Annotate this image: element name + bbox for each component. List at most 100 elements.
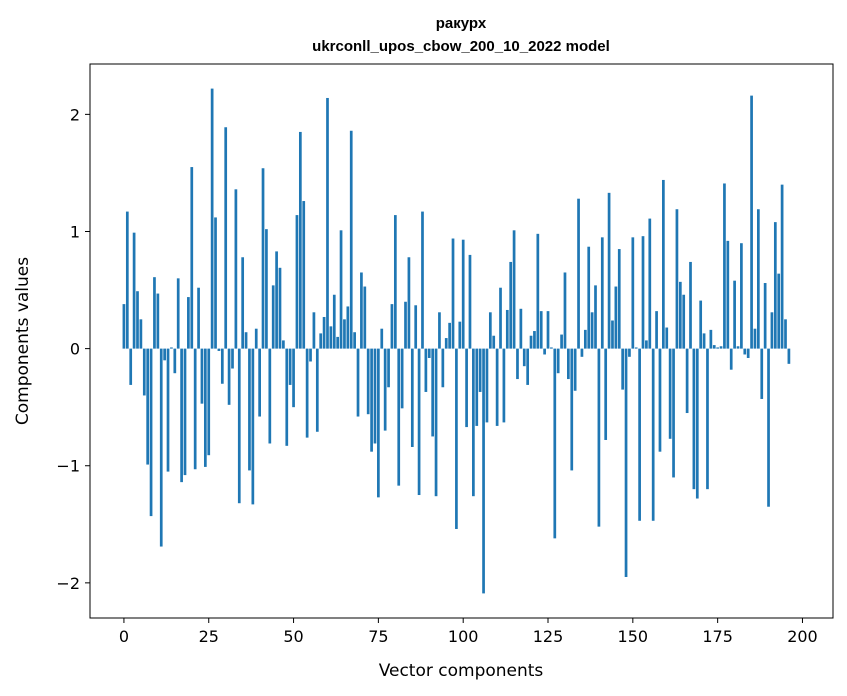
x-axis-label: Vector components xyxy=(379,661,544,681)
bar-160 xyxy=(665,327,669,349)
bar-85 xyxy=(410,348,414,447)
bar-87 xyxy=(417,348,421,496)
bar-72 xyxy=(366,348,370,415)
bar-182 xyxy=(740,243,743,349)
bar-81 xyxy=(397,348,401,486)
bar-38 xyxy=(251,348,255,505)
bar-7 xyxy=(146,348,150,465)
bar-58 xyxy=(319,333,323,349)
bar-76 xyxy=(380,328,384,349)
bar-73 xyxy=(370,348,373,452)
bar-117 xyxy=(519,308,523,349)
x-tick-label: 75 xyxy=(368,627,388,646)
bar-93 xyxy=(438,312,441,349)
bar-105 xyxy=(478,348,482,392)
bar-11 xyxy=(159,348,163,547)
bar-174 xyxy=(712,345,716,349)
bar-127 xyxy=(553,348,557,539)
bar-1 xyxy=(125,211,129,349)
bar-170 xyxy=(699,300,703,349)
bar-123 xyxy=(539,311,543,349)
bar-112 xyxy=(502,348,506,423)
bar-28 xyxy=(217,348,221,351)
y-axis-ticks: −2 −1 0 1 2 xyxy=(56,105,90,593)
y-tick-label: 0 xyxy=(70,340,80,359)
bar-169 xyxy=(695,348,699,499)
bar-65 xyxy=(343,319,346,349)
bar-111 xyxy=(499,287,502,349)
bar-133 xyxy=(573,348,577,391)
bar-25 xyxy=(207,348,211,456)
bar-69 xyxy=(356,348,360,417)
bar-52 xyxy=(298,131,302,349)
bar-33 xyxy=(234,189,238,349)
y-tick-label: 2 xyxy=(70,105,80,124)
bar-94 xyxy=(441,348,445,388)
bar-78 xyxy=(387,348,390,388)
bar-86 xyxy=(414,305,418,349)
bar-178 xyxy=(726,240,730,349)
bar-35 xyxy=(241,257,245,349)
bar-131 xyxy=(567,348,570,380)
bar-27 xyxy=(214,217,217,349)
bar-44 xyxy=(271,285,275,349)
bar-90 xyxy=(427,348,431,358)
bar-37 xyxy=(248,348,251,471)
bar-32 xyxy=(231,348,234,369)
y-axis-label: Components values xyxy=(13,257,33,425)
bar-66 xyxy=(346,306,350,349)
bar-42 xyxy=(265,229,268,349)
bar-101 xyxy=(465,348,468,428)
bar-13 xyxy=(166,348,170,472)
x-tick-label: 150 xyxy=(618,627,649,646)
bar-148 xyxy=(624,348,628,577)
bar-196 xyxy=(787,348,791,364)
bar-124 xyxy=(543,348,546,355)
bar-98 xyxy=(455,348,458,529)
bar-82 xyxy=(400,348,404,409)
bar-57 xyxy=(315,348,319,432)
bar-191 xyxy=(770,312,774,349)
bar-186 xyxy=(753,328,757,349)
bar-193 xyxy=(777,273,781,349)
bar-63 xyxy=(336,336,340,349)
bar-74 xyxy=(373,348,377,444)
bar-97 xyxy=(451,238,455,349)
bar-39 xyxy=(254,328,258,349)
bar-134 xyxy=(577,198,580,349)
bar-104 xyxy=(475,348,479,426)
bar-183 xyxy=(743,348,747,355)
bar-175 xyxy=(716,347,719,349)
bar-135 xyxy=(580,348,584,357)
bar-100 xyxy=(461,239,465,349)
bar-126 xyxy=(550,347,553,349)
bar-43 xyxy=(268,348,272,444)
bar-80 xyxy=(393,215,397,349)
bar-31 xyxy=(227,348,231,405)
bar-70 xyxy=(360,272,363,349)
bar-40 xyxy=(258,348,261,417)
bar-184 xyxy=(746,348,750,358)
bar-61 xyxy=(329,326,333,349)
bar-41 xyxy=(261,168,265,349)
bar-155 xyxy=(648,218,652,349)
bar-67 xyxy=(349,130,353,349)
bar-156 xyxy=(651,348,655,521)
bar-49 xyxy=(288,348,292,385)
bar-56 xyxy=(312,312,316,349)
bar-45 xyxy=(275,251,278,349)
bar-159 xyxy=(662,179,665,349)
bar-129 xyxy=(560,334,563,349)
bar-71 xyxy=(363,286,367,349)
bar-141 xyxy=(600,237,604,349)
bar-130 xyxy=(563,272,567,349)
bar-107 xyxy=(485,348,489,423)
bar-59 xyxy=(322,316,326,349)
bar-22 xyxy=(197,287,200,349)
bar-158 xyxy=(658,348,662,452)
bar-29 xyxy=(220,348,224,384)
bar-60 xyxy=(326,97,329,349)
bar-121 xyxy=(533,331,536,349)
bar-62 xyxy=(332,294,336,349)
bar-166 xyxy=(685,348,689,414)
